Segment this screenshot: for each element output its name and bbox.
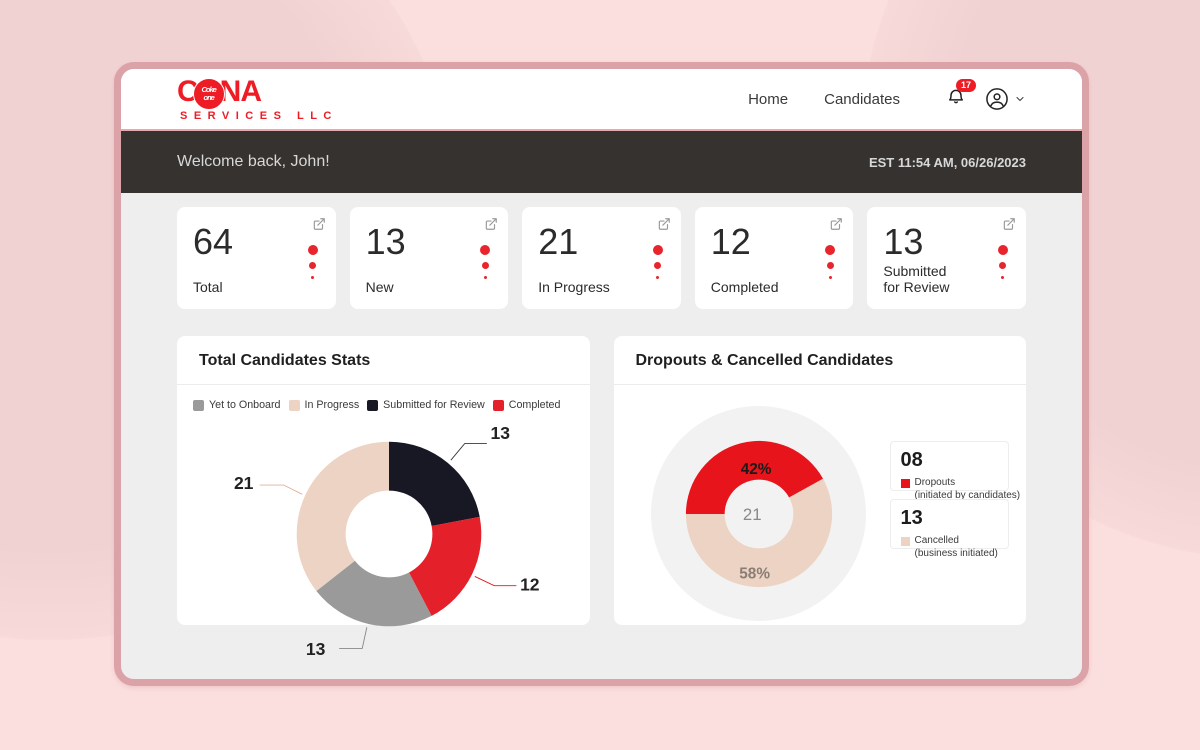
svg-text:21: 21: [742, 505, 761, 524]
svg-text:12: 12: [520, 574, 540, 594]
svg-text:21: 21: [234, 473, 254, 493]
svg-text:42%: 42%: [740, 461, 771, 478]
svg-text:13: 13: [306, 639, 326, 659]
svg-text:58%: 58%: [739, 565, 770, 582]
svg-text:13: 13: [491, 423, 511, 443]
